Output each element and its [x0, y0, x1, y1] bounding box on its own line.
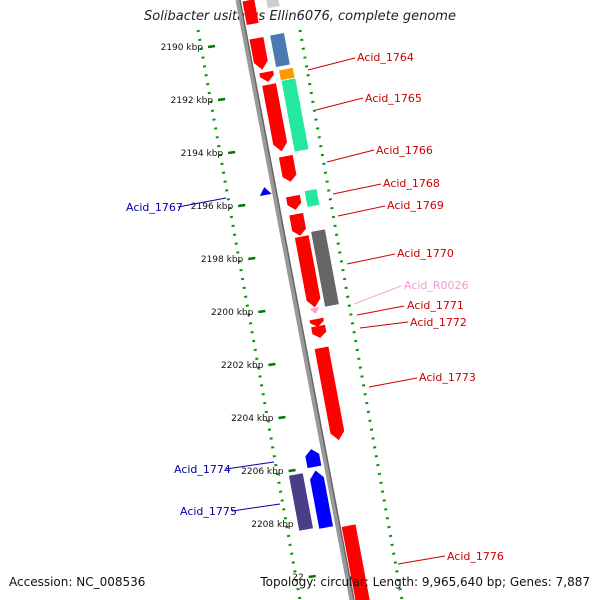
label-acid-1775[interactable]: Acid_1775: [180, 505, 237, 518]
axis-tick-label: 2190 kbp: [161, 43, 204, 53]
gene-block-dark-grey[interactable]: [311, 229, 339, 307]
gene-arrow-acid-1776[interactable]: [341, 524, 371, 600]
genome-backbone: [235, 0, 355, 600]
gene-arrow-acid-1767[interactable]: [258, 186, 272, 197]
leader-acid-1773: [368, 377, 418, 388]
gene-arrow-acid-1773[interactable]: [314, 346, 346, 441]
label-acid-1768[interactable]: Acid_1768: [383, 177, 440, 190]
label-acid-r0026[interactable]: Acid_R0026: [404, 279, 469, 292]
leader-acid-1766: [326, 149, 375, 163]
axis-ticks: 2190 kbp 2192 kbp 2194 kbp 2196 kbp 2198 kbp…: [161, 43, 316, 583]
gene-arrow-acid-r0026[interactable]: [309, 307, 321, 315]
leader-acid-1775: [231, 503, 281, 512]
axis-tick: [308, 574, 316, 579]
gene-arrow-acid-1775[interactable]: [309, 469, 334, 529]
gene-arrow-acid-1768[interactable]: [286, 194, 302, 211]
accession-label: Accession: NC_008536: [9, 575, 146, 589]
gene-block-top-grey[interactable]: [264, 0, 280, 9]
gene-block-orange[interactable]: [279, 67, 295, 81]
label-acid-1769[interactable]: Acid_1769: [387, 199, 444, 212]
gene-arrow-acid-1764[interactable]: [249, 36, 270, 71]
axis-tick: [217, 97, 226, 102]
left-guide-line: [196, 29, 302, 600]
label-acid-1764[interactable]: Acid_1764: [357, 51, 414, 64]
axis-tick-label: 2198 kbp: [201, 255, 244, 265]
gene-block-teal-small[interactable]: [304, 189, 320, 207]
axis-tick: [258, 309, 266, 314]
gene-arrow-acid-1766[interactable]: [278, 154, 298, 183]
gene-features: [242, 0, 371, 600]
leader-acid-1767: [177, 197, 227, 208]
label-acid-1770[interactable]: Acid_1770: [397, 247, 454, 260]
genome-backbone-shadow: [239, 0, 355, 600]
leader-acid-1770: [346, 253, 396, 265]
label-acid-1776[interactable]: Acid_1776: [447, 550, 504, 563]
axis-tick-label: 2204 kbp: [231, 414, 274, 424]
gene-arrow-acid-1770[interactable]: [294, 235, 322, 308]
axis-tick: [227, 150, 236, 155]
axis-tick: [248, 256, 256, 261]
leader-acid-r0026: [353, 285, 402, 305]
axis-tick-label: 2192 kbp: [171, 96, 214, 106]
label-acid-1774[interactable]: Acid_1774: [174, 463, 231, 476]
axis-tick: [288, 468, 296, 473]
label-leaders: [177, 57, 446, 565]
leader-acid-1771: [356, 305, 405, 316]
leader-acid-1769: [337, 205, 386, 217]
gene-arrow-acid-1772[interactable]: [311, 324, 327, 339]
axis-tick-label: 2208 kbp: [251, 520, 294, 530]
axis-tick-label: 2194 kbp: [181, 149, 224, 159]
leader-acid-1768: [332, 183, 382, 195]
label-acid-1767[interactable]: Acid_1767: [126, 201, 183, 214]
gene-arrow-acid-1771[interactable]: [309, 317, 325, 328]
axis-tick: [238, 203, 246, 208]
guide-lines: [196, 29, 404, 600]
leader-acid-1765: [315, 97, 364, 111]
gene-arrow-acid-1765[interactable]: [262, 83, 288, 152]
leader-acid-1776: [397, 555, 446, 565]
gene-block-top-red[interactable]: [242, 0, 259, 26]
right-guide-line: [298, 29, 404, 600]
axis-tick-label: 2206 kbp: [241, 467, 284, 477]
leader-acid-1772: [359, 321, 409, 329]
axis-tick-label: 2196 kbp: [191, 202, 234, 212]
gene-arrow-acid-1769[interactable]: [289, 212, 307, 237]
leader-acid-1764: [307, 57, 356, 71]
gene-block-purple[interactable]: [288, 473, 314, 531]
label-acid-1772[interactable]: Acid_1772: [410, 316, 467, 329]
gene-block-teal[interactable]: [281, 78, 309, 152]
axis-tick-label: 22: [292, 573, 303, 583]
map-title: Solibacter usitatus Ellin6076, complete …: [144, 9, 456, 24]
label-acid-1771[interactable]: Acid_1771: [407, 299, 464, 312]
axis-tick: [207, 44, 216, 49]
label-acid-1773[interactable]: Acid_1773: [419, 371, 476, 384]
gene-arrow-small-red[interactable]: [259, 70, 275, 83]
axis-tick-label: 2202 kbp: [221, 361, 264, 371]
label-acid-1765[interactable]: Acid_1765: [365, 92, 422, 105]
gene-arrow-acid-1774[interactable]: [304, 448, 322, 469]
axis-tick: [278, 415, 286, 420]
leader-acid-1774: [225, 461, 275, 470]
axis-tick: [268, 362, 276, 367]
label-acid-1766[interactable]: Acid_1766: [376, 144, 433, 157]
axis-tick-label: 2200 kbp: [211, 308, 254, 318]
gene-block-blue-grey[interactable]: [270, 32, 290, 68]
genome-summary: Topology: circular; Length: 9,965,640 bp…: [260, 575, 590, 589]
